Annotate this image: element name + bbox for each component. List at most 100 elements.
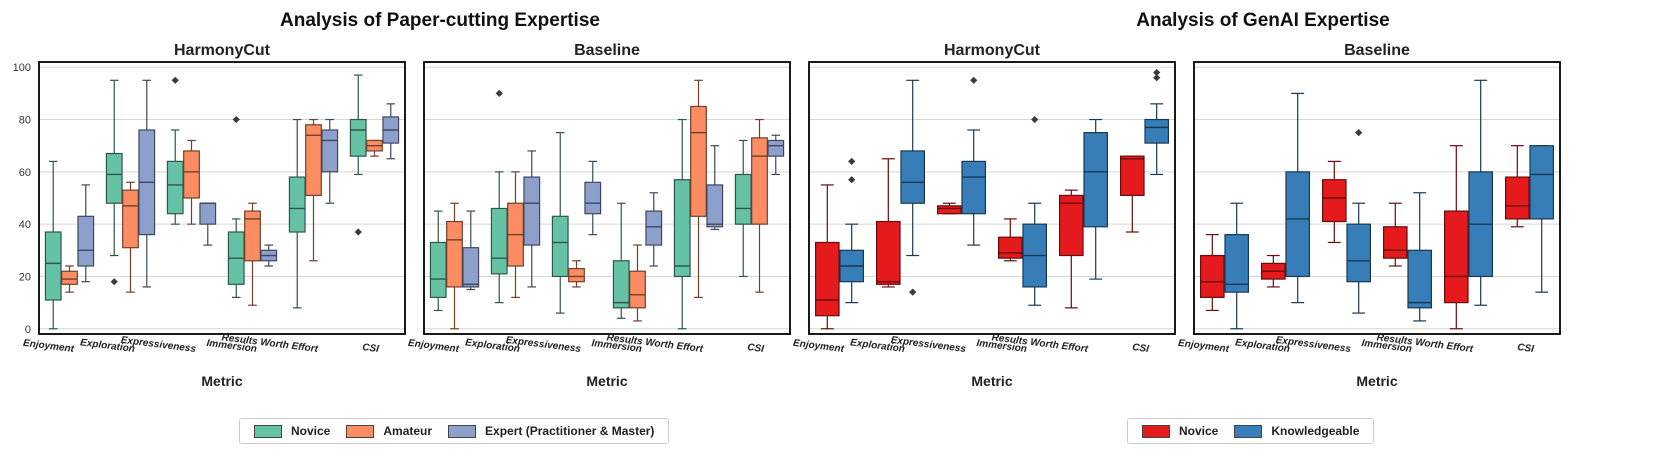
box-iqr	[349, 118, 367, 157]
legend-label-expert: Expert (Practitioner & Master)	[485, 424, 655, 438]
x-tick-label: Enjoyment	[407, 338, 460, 355]
box-iqr	[1058, 194, 1084, 257]
box-results-worth-effort-knowledgeable	[1468, 79, 1494, 306]
x-tick-label: Enjoyment	[1177, 338, 1230, 355]
box-iqr	[1199, 254, 1225, 298]
panel-title: HarmonyCut	[174, 42, 271, 59]
box-csi-novice	[1504, 145, 1530, 228]
box-results-worth-effort-novice	[1058, 189, 1084, 309]
outlier-point	[1031, 115, 1039, 124]
outlier-point	[909, 288, 917, 296]
box-iqr	[1346, 223, 1372, 283]
legend-label-knowledgeable: Knowledgeable	[1271, 424, 1360, 438]
box-immersion-novice	[227, 115, 245, 298]
legend-genai: Novice Knowledgeable	[1127, 418, 1375, 444]
x-axis-label: Metric	[586, 373, 627, 389]
box-iqr	[1224, 234, 1250, 293]
legend-item-novice: Novice	[254, 424, 330, 438]
box-iqr	[490, 207, 508, 275]
box-iqr	[1407, 249, 1433, 309]
box-enjoyment-amateur	[61, 265, 78, 293]
y-tick-label: 100	[13, 62, 31, 74]
box-iqr	[1083, 132, 1109, 228]
box-exploration-knowledgeable	[1285, 92, 1311, 304]
box-iqr	[767, 139, 785, 157]
box-results-worth-effort-expert	[706, 145, 724, 230]
box-immersion-novice	[1382, 202, 1408, 267]
outlier-point	[232, 115, 240, 124]
x-tick-label: CSI	[747, 342, 765, 355]
legend-item-knowledgeable: Knowledgeable	[1234, 424, 1359, 438]
figure-title-genai: Analysis of GenAI Expertise	[1136, 10, 1389, 31]
box-csi-knowledgeable	[1529, 145, 1555, 293]
box-iqr	[551, 215, 569, 278]
outlier-point	[1153, 68, 1161, 77]
box-enjoyment-expert	[77, 184, 95, 283]
box-immersion-knowledgeable	[1022, 115, 1048, 306]
y-tick-label: 40	[19, 219, 31, 231]
box-iqr	[44, 231, 62, 301]
legend-swatch-genai-novice	[1142, 424, 1170, 438]
box-iqr	[936, 205, 962, 215]
box-iqr	[105, 152, 123, 204]
box-expressiveness-expert	[584, 160, 602, 236]
box-exploration-novice	[105, 79, 123, 286]
outlier-point	[848, 157, 856, 165]
box-expressiveness-novice	[936, 202, 962, 215]
box-iqr	[199, 202, 217, 225]
box-exploration-novice	[490, 89, 508, 304]
box-enjoyment-amateur	[446, 202, 463, 330]
outlier-point	[848, 176, 856, 184]
box-results-worth-effort-expert	[321, 118, 339, 204]
legend-swatch-amateur	[346, 424, 375, 438]
box-csi-amateur	[751, 118, 768, 293]
box-expressiveness-novice	[551, 132, 569, 314]
box-iqr	[1504, 176, 1530, 220]
box-csi-expert	[767, 134, 785, 176]
y-tick-label: 20	[19, 271, 31, 283]
box-exploration-novice	[1260, 254, 1286, 288]
box-csi-novice	[349, 74, 367, 236]
box-iqr	[429, 241, 447, 298]
box-iqr	[244, 210, 261, 262]
legend-swatch-knowledgeable	[1234, 424, 1263, 438]
box-enjoyment-expert	[462, 210, 480, 291]
box-immersion-expert	[645, 192, 663, 267]
box-enjoyment-knowledgeable	[839, 157, 865, 304]
box-exploration-amateur	[122, 181, 139, 293]
box-expressiveness-amateur	[183, 139, 200, 225]
box-enjoyment-knowledgeable	[1224, 202, 1250, 330]
box-iqr	[122, 189, 139, 249]
box-csi-knowledgeable	[1144, 68, 1170, 176]
box-iqr	[288, 176, 306, 233]
box-results-worth-effort-amateur	[690, 79, 707, 298]
box-expressiveness-knowledgeable	[1346, 129, 1372, 314]
box-expressiveness-novice	[1321, 160, 1347, 244]
plot-frame	[38, 61, 406, 335]
box-expressiveness-amateur	[568, 260, 585, 288]
box-iqr	[734, 173, 752, 225]
box-csi-novice	[734, 139, 752, 278]
legend-paper-cutting: Novice Amateur Expert (Practitioner & Ma…	[239, 418, 670, 444]
y-tick-label: 80	[19, 115, 31, 127]
legend-label-genai-novice: Novice	[1179, 424, 1219, 438]
box-enjoyment-novice	[814, 184, 840, 330]
x-axis-label: Metric	[1356, 373, 1397, 389]
legend-label-novice: Novice	[291, 424, 331, 438]
legend-swatch-novice	[254, 424, 282, 438]
x-tick-label: Enjoyment	[22, 338, 75, 355]
box-iqr	[61, 270, 78, 285]
legend-swatch-expert	[448, 424, 477, 438]
box-results-worth-effort-knowledgeable	[1083, 118, 1109, 280]
plot-frame	[808, 61, 1176, 335]
panel-title: HarmonyCut	[944, 42, 1041, 59]
box-csi-amateur	[366, 139, 383, 157]
box-iqr	[814, 241, 840, 317]
outlier-point	[354, 228, 362, 236]
x-tick-label: CSI	[1517, 342, 1535, 355]
box-iqr	[166, 160, 184, 215]
